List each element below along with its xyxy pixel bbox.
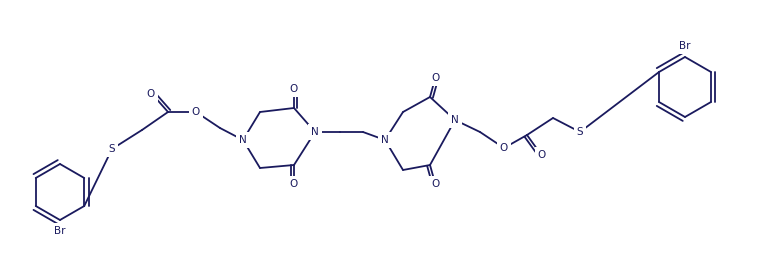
Text: S: S (109, 144, 116, 154)
Text: N: N (451, 115, 459, 125)
Text: O: O (538, 150, 546, 160)
Text: O: O (192, 107, 200, 117)
Text: O: O (500, 143, 508, 153)
Text: O: O (432, 73, 440, 83)
Text: N: N (239, 135, 247, 145)
Text: S: S (577, 127, 583, 137)
Text: Br: Br (679, 41, 691, 51)
Text: O: O (290, 84, 298, 94)
Text: O: O (147, 89, 155, 99)
Text: Br: Br (54, 226, 66, 236)
Text: O: O (432, 179, 440, 189)
Text: O: O (290, 179, 298, 189)
Text: N: N (311, 127, 319, 137)
Text: N: N (381, 135, 389, 145)
